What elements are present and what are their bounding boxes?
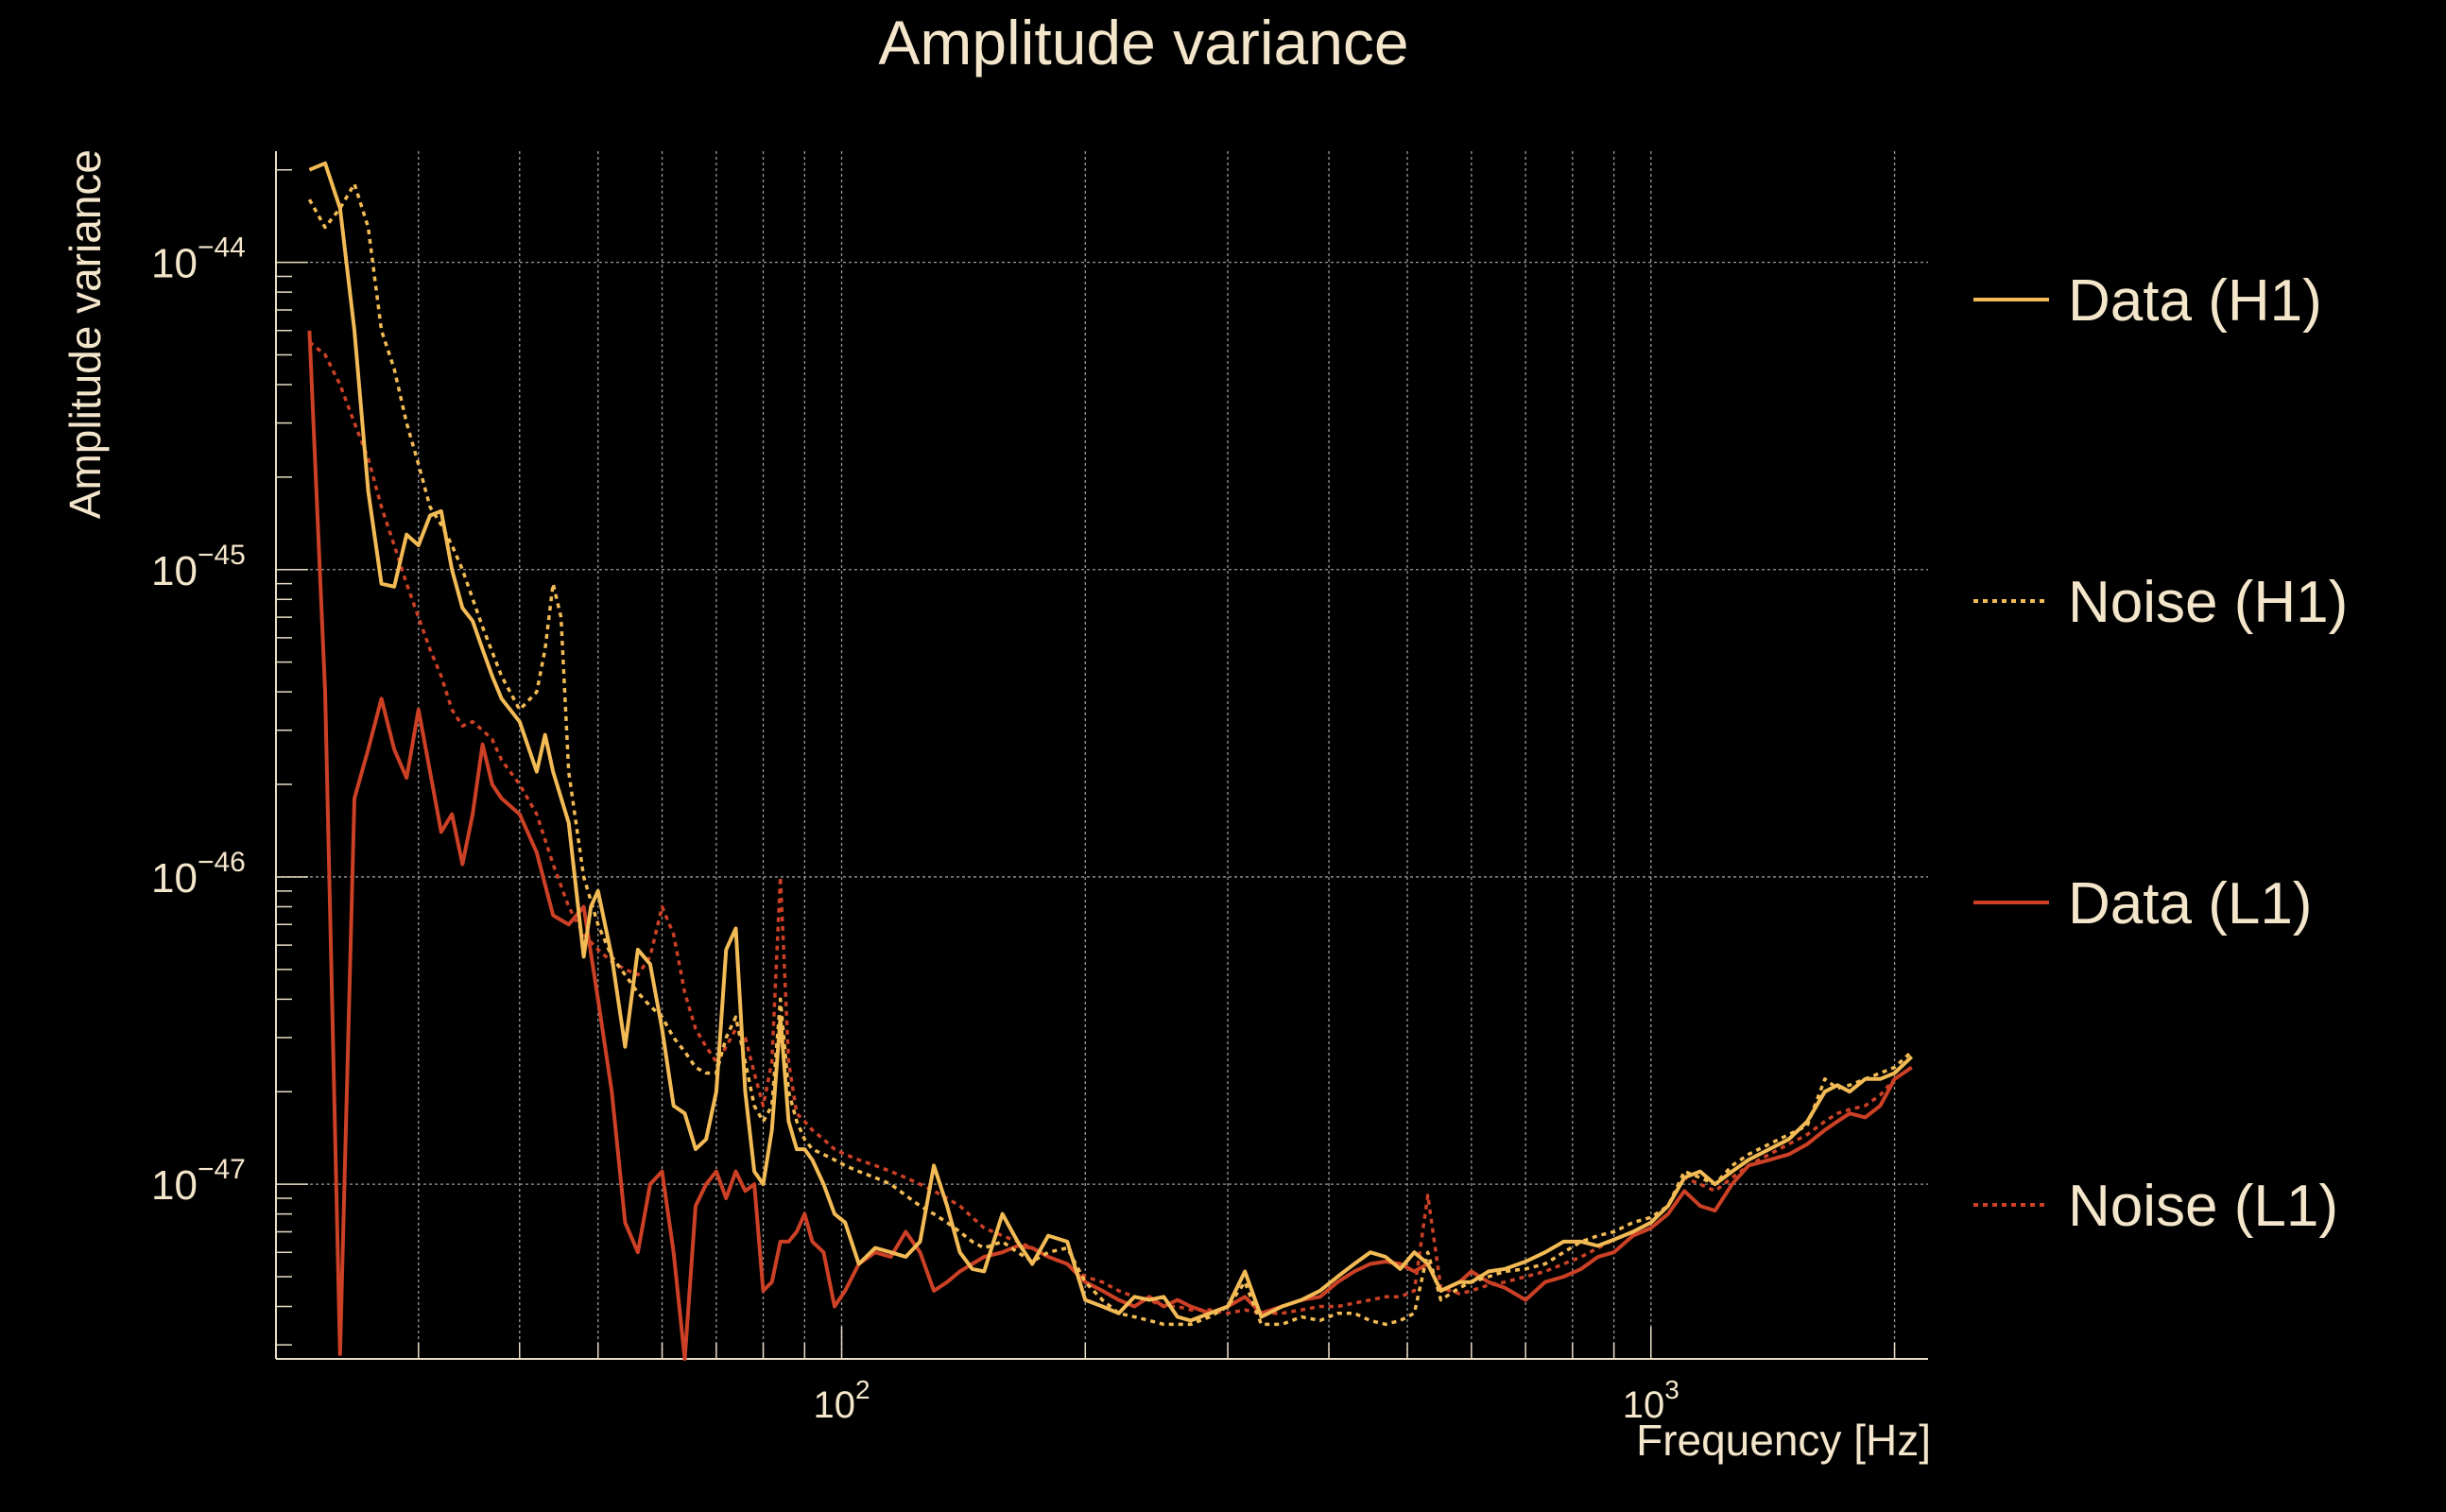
x-tick-label: 102 — [813, 1375, 870, 1426]
x-axis-label: Frequency [Hz] — [1636, 1416, 1931, 1465]
legend: Data (H1) Noise (H1) Data (L1) Noise (L1) — [1973, 268, 2348, 1239]
y-tick-label: 10−47 — [151, 1154, 246, 1209]
grid-lines — [275, 151, 1928, 1359]
axes: 102 103 10−44 10−45 10−46 10−47 — [151, 151, 1928, 1426]
y-tick-label: 10−44 — [151, 232, 246, 287]
x-tick-label: 103 — [1623, 1375, 1679, 1426]
legend-label: Data (H1) — [2068, 268, 2322, 334]
series-layer — [307, 161, 1914, 1361]
legend-label: Noise (L1) — [2068, 1174, 2338, 1239]
y-axis-label: Amplitude variance — [60, 149, 110, 519]
legend-label: Noise (H1) — [2068, 570, 2348, 635]
series-line-noise-l1 — [308, 340, 1913, 1315]
series-line-noise-h1 — [307, 181, 1913, 1327]
chart-title: Amplitude variance — [878, 8, 1408, 77]
legend-label: Data (L1) — [2068, 871, 2312, 936]
series-line-data-l1 — [307, 330, 1913, 1361]
y-tick-label: 10−46 — [151, 847, 246, 902]
y-tick-label: 10−45 — [151, 540, 246, 594]
series-line-data-h1 — [308, 161, 1914, 1323]
